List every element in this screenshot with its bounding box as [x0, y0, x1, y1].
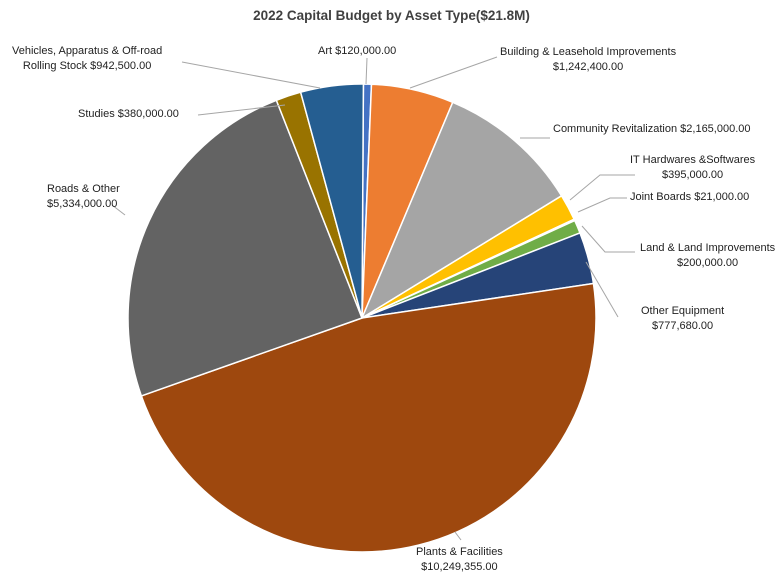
- pie-slice-community-revitalization: [360, 101, 563, 320]
- leader-line-plants: [454, 531, 462, 541]
- leader-line-it: [569, 174, 635, 201]
- leader-line-vehicles: [181, 61, 321, 89]
- leader-line-joint: [577, 197, 627, 213]
- label-plants: Plants & Facilities $10,249,355.00: [416, 546, 503, 573]
- label-it: IT Hardwares &Softwares $395,000.00: [630, 154, 756, 181]
- chart-title: 2022 Capital Budget by Asset Type($21.8M…: [253, 8, 530, 23]
- label-roads: Roads & Other $5,334,000.00: [47, 183, 120, 210]
- leader-line-land: [581, 225, 635, 253]
- leader-line-building: [409, 56, 498, 89]
- label-land: Land & Land Improvements $200,000.00: [640, 242, 776, 269]
- label-vehicles: Vehicles, Apparatus & Off-road Rolling S…: [12, 45, 163, 72]
- label-joint: Joint Boards $21,000.00: [630, 191, 750, 203]
- leader-line-art: [365, 57, 368, 85]
- pie-slice-roads-other: [127, 99, 363, 397]
- leader-line-other: [585, 261, 619, 318]
- label-building: Building & Leasehold Improvements $1,242…: [500, 46, 677, 73]
- label-other: Other Equipment $777,680.00: [641, 305, 725, 332]
- label-studies: Studies $380,000.00: [78, 108, 179, 120]
- pie-slice-vehicles-apparatus-off-road-rolling-stock: [299, 83, 365, 319]
- label-art: Art $120,000.00: [318, 45, 397, 57]
- pie-slice-plants-facilities: [140, 282, 597, 553]
- label-community: Community Revitalization $2,165,000.00: [553, 123, 751, 135]
- leader-line-roads: [111, 204, 126, 216]
- leader-line-studies: [197, 104, 286, 116]
